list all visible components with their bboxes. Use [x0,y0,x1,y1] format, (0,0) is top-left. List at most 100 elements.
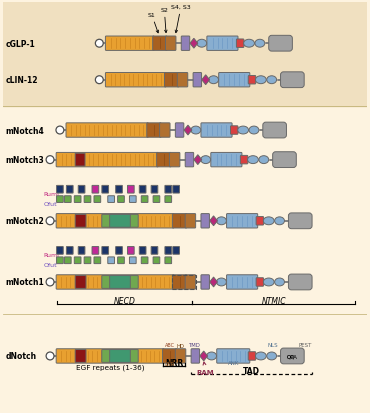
FancyBboxPatch shape [207,37,238,51]
Ellipse shape [275,278,285,286]
Text: TAD: TAD [243,366,260,375]
FancyBboxPatch shape [248,352,256,360]
Polygon shape [194,155,202,165]
FancyBboxPatch shape [74,257,81,264]
Ellipse shape [209,76,219,85]
FancyBboxPatch shape [236,40,244,48]
FancyBboxPatch shape [157,153,171,167]
FancyBboxPatch shape [92,186,99,194]
Ellipse shape [243,40,255,48]
FancyBboxPatch shape [263,123,286,139]
FancyBboxPatch shape [139,186,146,194]
FancyBboxPatch shape [151,186,158,194]
FancyBboxPatch shape [116,186,122,194]
FancyBboxPatch shape [130,196,136,203]
Text: cGLP-1: cGLP-1 [6,40,36,49]
FancyBboxPatch shape [75,350,86,363]
FancyBboxPatch shape [201,214,209,228]
FancyBboxPatch shape [102,247,108,255]
Ellipse shape [263,278,274,286]
FancyBboxPatch shape [175,123,184,138]
FancyBboxPatch shape [74,196,81,203]
Ellipse shape [46,156,54,164]
FancyBboxPatch shape [108,257,114,264]
FancyBboxPatch shape [201,123,232,138]
FancyBboxPatch shape [118,257,124,264]
Bar [3,107,367,410]
FancyBboxPatch shape [153,37,167,51]
FancyBboxPatch shape [231,126,238,135]
Polygon shape [210,278,218,287]
FancyBboxPatch shape [226,275,258,290]
FancyBboxPatch shape [173,247,179,255]
Text: NRR: NRR [165,358,183,368]
FancyBboxPatch shape [102,276,138,289]
Polygon shape [210,216,218,226]
Text: PEST: PEST [299,342,312,347]
FancyBboxPatch shape [84,257,91,264]
FancyBboxPatch shape [110,350,130,363]
Ellipse shape [263,217,274,225]
Ellipse shape [201,156,211,164]
Text: Rumi: Rumi [43,192,59,197]
Text: TMD: TMD [189,342,201,347]
FancyBboxPatch shape [226,214,258,228]
Text: mNotch2: mNotch2 [6,217,44,226]
Text: EGF repeats (1-36): EGF repeats (1-36) [76,363,144,370]
FancyBboxPatch shape [56,275,174,290]
FancyBboxPatch shape [56,214,174,228]
Ellipse shape [95,40,103,48]
Ellipse shape [248,156,258,164]
FancyBboxPatch shape [248,76,256,85]
FancyBboxPatch shape [217,349,250,363]
FancyBboxPatch shape [153,257,160,264]
Ellipse shape [197,40,207,48]
FancyBboxPatch shape [128,186,134,194]
FancyBboxPatch shape [153,196,160,203]
FancyBboxPatch shape [165,257,172,264]
FancyBboxPatch shape [108,196,114,203]
FancyBboxPatch shape [141,196,148,203]
Polygon shape [200,351,208,361]
Ellipse shape [191,127,201,135]
FancyBboxPatch shape [256,217,263,225]
FancyBboxPatch shape [165,186,172,194]
Ellipse shape [56,127,64,135]
Ellipse shape [46,278,54,286]
FancyBboxPatch shape [211,153,242,167]
Text: NLS: NLS [268,342,278,347]
FancyBboxPatch shape [185,153,194,167]
Bar [172,275,196,290]
Text: QQ: QQ [286,354,295,359]
Text: dNotch: dNotch [6,351,37,361]
FancyBboxPatch shape [177,74,188,88]
Bar [3,3,367,107]
Text: S2: S2 [160,7,168,33]
Text: ABC: ABC [165,342,175,347]
FancyBboxPatch shape [75,276,86,289]
FancyBboxPatch shape [75,154,85,166]
Text: mNotch3: mNotch3 [6,156,44,165]
FancyBboxPatch shape [66,247,73,255]
FancyBboxPatch shape [191,349,199,363]
Ellipse shape [238,127,249,135]
Ellipse shape [216,278,226,286]
Ellipse shape [255,40,265,48]
Text: OPA: OPA [286,354,297,359]
FancyBboxPatch shape [94,196,101,203]
FancyBboxPatch shape [181,37,190,51]
Ellipse shape [255,352,266,360]
Ellipse shape [259,156,269,164]
Text: HD: HD [176,343,185,348]
FancyBboxPatch shape [173,186,179,194]
Text: cLIN-12: cLIN-12 [6,76,38,85]
FancyBboxPatch shape [57,186,63,194]
FancyBboxPatch shape [66,186,73,194]
Ellipse shape [46,217,54,225]
FancyBboxPatch shape [289,214,312,229]
FancyBboxPatch shape [165,37,176,51]
FancyBboxPatch shape [169,153,180,167]
FancyBboxPatch shape [66,123,148,138]
FancyBboxPatch shape [172,214,187,228]
FancyBboxPatch shape [147,123,161,138]
